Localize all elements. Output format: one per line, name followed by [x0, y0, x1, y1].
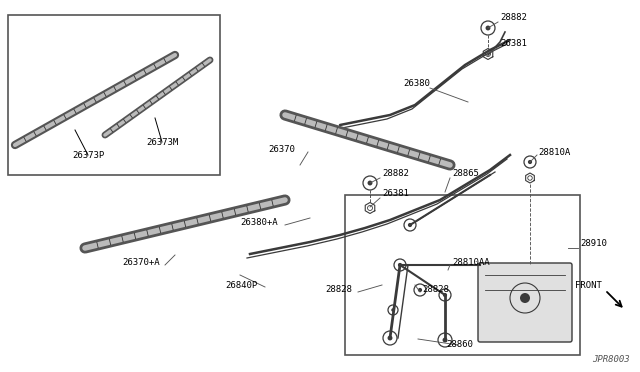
Text: 26370+A: 26370+A — [122, 258, 160, 267]
Text: 28882: 28882 — [500, 13, 527, 22]
Text: 26380: 26380 — [403, 79, 430, 88]
Text: 28882: 28882 — [382, 169, 409, 178]
Text: FRONT: FRONT — [575, 281, 602, 290]
Text: 26370: 26370 — [268, 145, 295, 154]
Bar — [8, 15, 220, 175]
Text: 28810AA: 28810AA — [452, 258, 490, 267]
Text: 26381: 26381 — [500, 39, 527, 48]
Text: JPR8003: JPR8003 — [593, 355, 630, 364]
Bar — [345, 195, 580, 355]
Circle shape — [443, 293, 447, 297]
Text: 26380+A: 26380+A — [241, 218, 278, 227]
Circle shape — [486, 26, 490, 31]
Text: 28828: 28828 — [325, 285, 352, 294]
Text: 28828: 28828 — [422, 285, 449, 294]
Circle shape — [418, 288, 422, 292]
FancyBboxPatch shape — [478, 263, 572, 342]
Circle shape — [528, 160, 532, 164]
Text: 28910: 28910 — [580, 239, 607, 248]
Circle shape — [408, 223, 412, 227]
Text: 26373M: 26373M — [146, 138, 178, 147]
Circle shape — [520, 293, 530, 303]
Text: 28860: 28860 — [447, 340, 474, 349]
Text: 28810A: 28810A — [538, 148, 570, 157]
Text: 26840P: 26840P — [226, 281, 258, 290]
Text: 26381: 26381 — [382, 189, 409, 198]
Text: 28865: 28865 — [452, 169, 479, 178]
Circle shape — [398, 263, 402, 267]
Circle shape — [388, 336, 392, 340]
Circle shape — [442, 337, 447, 343]
Circle shape — [367, 180, 372, 186]
Circle shape — [391, 308, 395, 312]
Text: 26373P: 26373P — [72, 151, 104, 160]
